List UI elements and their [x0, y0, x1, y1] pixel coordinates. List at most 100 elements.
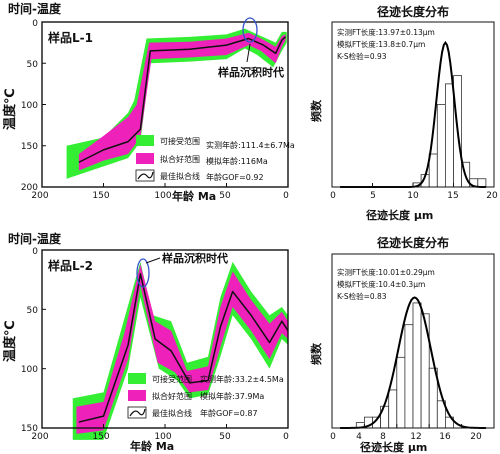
- stat-text: 实测FT长度:10.01±0.29μm: [337, 267, 435, 277]
- y-tick-label: 0: [32, 19, 38, 29]
- panel-title: 时间-温度: [8, 231, 62, 246]
- legend-item: 最佳拟合线: [152, 408, 192, 418]
- x-axis-label: 年龄 Ma: [130, 439, 174, 453]
- plot-frame: [331, 253, 495, 429]
- histogram-bar: [396, 356, 406, 429]
- legend-swatch-acceptable: [128, 373, 146, 384]
- y-axis-label: 频数: [309, 99, 323, 122]
- x-axis-label: 年龄 Ma: [172, 189, 216, 203]
- stat-text: 实测年龄:111.4±6.7Ma: [206, 140, 295, 150]
- legend-item: 最佳拟合线: [160, 171, 200, 181]
- stat-text: 模拟FT长度:10.4±0.3μm: [337, 279, 425, 289]
- legend-swatch-good: [128, 390, 146, 401]
- legend-swatch-acceptable: [136, 135, 154, 146]
- stat-text: 年龄GOF=0.92: [206, 172, 264, 182]
- y-tick-label: 100: [21, 101, 38, 111]
- histogram-bar: [412, 302, 422, 429]
- best-fit-line: [78, 272, 289, 423]
- track-length-panel-2: 径迹长度分布 径迹长度 μm 频数 0 4 8 12 16 20 实测FT长度:…: [309, 235, 495, 454]
- legend-swatch-best: [135, 169, 155, 182]
- x-tick-label: 100: [154, 432, 171, 442]
- x-tick-label: 50: [219, 432, 231, 442]
- x-tick-label: 16: [439, 432, 451, 442]
- thermal-history-panel-1: 时间-温度 样品L-1 年龄 Ma 温度℃ 200 150 100 50 0 0…: [2, 1, 295, 203]
- histogram-bar: [404, 324, 414, 429]
- panel-title: 径迹长度分布: [377, 235, 449, 250]
- plot-area: [331, 296, 495, 429]
- x-tick-label: 10: [407, 191, 419, 201]
- legend: 可接受范围 拟合好范围 最佳拟合线 实测年龄:33.2±4.5Ma 模拟年龄:3…: [127, 373, 284, 419]
- plot-frame: [331, 21, 495, 188]
- x-tick-label: 150: [92, 191, 109, 201]
- x-tick-label: 20: [486, 191, 498, 201]
- sample-label: 样品L-2: [48, 258, 93, 273]
- annotation-text: 样品沉积时代: [162, 251, 228, 265]
- x-tick-label: 200: [31, 191, 48, 201]
- y-axis-label: 温度℃: [2, 320, 18, 362]
- annotation-text: 样品沉积时代: [218, 65, 284, 79]
- stat-text: 模拟年龄:37.9Ma: [200, 391, 264, 401]
- y-tick-label: 50: [27, 60, 39, 70]
- plot-frame: [41, 21, 289, 188]
- annotation-arrow: [145, 257, 161, 264]
- y-tick-label: 200: [21, 183, 38, 193]
- x-tick-label: 0: [283, 191, 289, 201]
- x-tick-label: 0: [330, 191, 336, 201]
- annotation-arrow: [246, 43, 251, 63]
- x-axis-label: 径迹长度 μm: [360, 440, 427, 454]
- y-axis-label: 温度℃: [2, 88, 18, 130]
- x-tick-label: 15: [447, 191, 458, 201]
- stat-text: K-S检验=0.93: [337, 51, 387, 61]
- thermal-history-panel-2: 时间-温度 样品L-2 年龄 Ma 温度℃ 200 150 100 50 0 0…: [2, 231, 289, 453]
- histogram-bar: [436, 104, 446, 188]
- stat-text: K-S检验=0.83: [337, 291, 387, 301]
- track-length-panel-1: 径迹长度分布 径迹长度 μm 频数 0 5 10 15 20 实测FT长度:13…: [309, 4, 498, 222]
- stat-text: 模拟年龄:116Ma: [206, 156, 268, 166]
- deposition-age-marker: [136, 258, 150, 288]
- legend-item: 拟合好范围: [152, 391, 192, 401]
- x-tick-label: 20: [470, 432, 482, 442]
- y-tick-label: 150: [21, 142, 38, 152]
- x-tick-label: 5: [370, 191, 376, 201]
- good-fit-band: [78, 32, 286, 171]
- legend-item: 拟合好范围: [160, 154, 200, 164]
- y-tick-label: 0: [32, 247, 38, 257]
- x-tick-label: 50: [219, 191, 231, 201]
- legend-item: 可接受范围: [152, 374, 192, 384]
- legend-swatch-best: [127, 406, 147, 419]
- stat-text: 实测年龄:33.2±4.5Ma: [200, 374, 284, 384]
- legend-item: 可接受范围: [160, 136, 200, 146]
- sample-label: 样品L-1: [48, 30, 93, 45]
- panel-title: 径迹长度分布: [377, 4, 449, 19]
- x-axis-label: 径迹长度 μm: [366, 208, 433, 222]
- x-tick-label: 0: [330, 432, 336, 442]
- y-tick-label: 150: [21, 424, 38, 434]
- x-tick-label: 8: [380, 432, 386, 442]
- x-tick-label: 12: [410, 432, 421, 442]
- good-fit-band: [76, 264, 288, 434]
- y-tick-label: 100: [21, 365, 38, 375]
- x-tick-label: 200: [31, 432, 48, 442]
- deposition-age-marker: [242, 17, 258, 43]
- plot-frame: [41, 249, 289, 429]
- histogram-bar: [428, 153, 438, 188]
- y-tick-label: 50: [27, 306, 39, 316]
- histogram-bar: [444, 83, 454, 188]
- histogram-bar: [477, 178, 487, 188]
- legend-line-icon: [129, 408, 146, 417]
- x-tick-label: 100: [154, 191, 171, 201]
- stat-text: 模拟FT长度:13.8±0.7μm: [337, 39, 425, 49]
- histogram-bar: [388, 389, 398, 429]
- y-axis-label: 频数: [309, 342, 323, 365]
- legend: 可接受范围 拟合好范围 最佳拟合线 实测年龄:111.4±6.7Ma 模拟年龄:…: [135, 135, 295, 182]
- legend-swatch-good: [136, 153, 154, 164]
- best-fit-line: [78, 36, 287, 163]
- stat-text: 年龄GOF=0.87: [200, 408, 258, 418]
- legend-line-icon: [137, 171, 154, 180]
- x-tick-label: 150: [92, 432, 109, 442]
- stat-text: 实测FT长度:13.97±0.13μm: [337, 27, 435, 37]
- x-tick-label: 4: [356, 432, 362, 442]
- x-tick-label: 0: [283, 432, 289, 442]
- panel-title: 时间-温度: [8, 1, 62, 16]
